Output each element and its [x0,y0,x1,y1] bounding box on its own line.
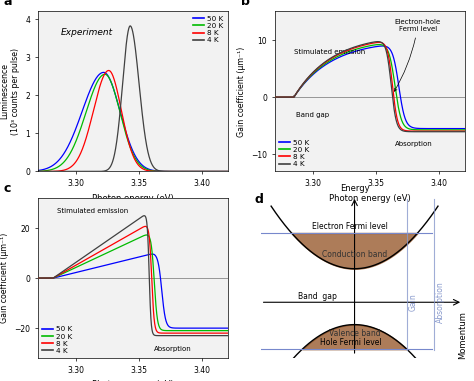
Text: c: c [4,182,11,195]
Text: a: a [4,0,12,8]
Text: Hole Fermi level: Hole Fermi level [319,338,381,347]
Text: Valence band: Valence band [329,329,380,338]
Text: Gain: Gain [409,293,418,311]
Text: Band  gap: Band gap [298,292,337,301]
Text: d: d [255,193,264,206]
Text: Conduction band: Conduction band [322,250,387,259]
Legend: 50 K, 20 K, 8 K, 4 K: 50 K, 20 K, 8 K, 4 K [279,139,310,168]
Y-axis label: Gain coefficient (μm⁻¹): Gain coefficient (μm⁻¹) [0,233,9,323]
Legend: 50 K, 20 K, 8 K, 4 K: 50 K, 20 K, 8 K, 4 K [42,326,73,355]
Text: Absorption: Absorption [395,141,433,147]
X-axis label: Photon energy (eV): Photon energy (eV) [92,380,173,381]
Y-axis label: Luminescence
(10³ counts per pulse): Luminescence (10³ counts per pulse) [0,48,20,135]
Y-axis label: Gain coefficient (μm⁻¹): Gain coefficient (μm⁻¹) [237,46,246,136]
Text: Energy: Energy [340,184,369,193]
Text: Electron-hole
Fermi level: Electron-hole Fermi level [394,19,441,91]
Text: Stimulated emission: Stimulated emission [294,49,365,55]
Text: Absorption: Absorption [154,346,192,352]
X-axis label: Photon energy (eV): Photon energy (eV) [329,194,410,203]
Text: Absorption: Absorption [436,282,445,323]
Text: Electron Fermi level: Electron Fermi level [312,222,388,231]
Text: Momentum: Momentum [458,311,467,359]
Legend: 50 K, 20 K, 8 K, 4 K: 50 K, 20 K, 8 K, 4 K [192,15,224,44]
Text: Band gap: Band gap [296,112,329,118]
Text: Stimulated emission: Stimulated emission [57,208,128,214]
X-axis label: Photon energy (eV): Photon energy (eV) [92,194,173,203]
Text: Experiment: Experiment [61,29,113,37]
Text: b: b [241,0,250,8]
